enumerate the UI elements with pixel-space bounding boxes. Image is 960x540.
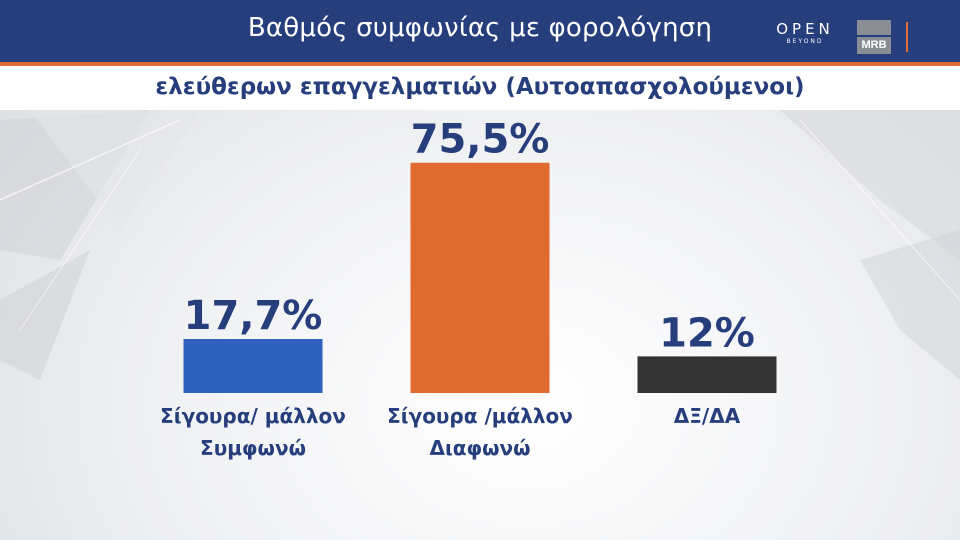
- chart-subtitle: ελεύθερων επαγγελματιών (Αυτοαπασχολούμε…: [155, 74, 805, 100]
- header-divider: [906, 22, 908, 52]
- value-label-1: 17,7%: [184, 293, 323, 339]
- mrb-logo-block: [857, 20, 891, 35]
- category-label-1-line-1: Σίγουρα/ μάλλον: [160, 404, 346, 428]
- category-label-2-line-2: Διαφωνώ: [429, 436, 530, 460]
- category-label-3-line-1: ΔΞ/ΔΑ: [674, 404, 741, 428]
- bar-2: [410, 162, 550, 393]
- category-label-2-line-1: Σίγουρα /μάλλον: [387, 404, 573, 428]
- header-bar: Βαθμός συμφωνίας με φορολόγηση OPEN BEYO…: [0, 0, 960, 62]
- brand-sub-text: BEYOND: [786, 38, 824, 45]
- brand-main-text: OPEN: [776, 20, 834, 38]
- mrb-logo-text: MRB: [857, 37, 891, 54]
- value-label-3: 12%: [659, 310, 755, 356]
- mrb-logo: MRB: [857, 20, 891, 54]
- value-label-2: 75,5%: [411, 117, 550, 163]
- open-beyond-logo: OPEN BEYOND: [772, 22, 838, 46]
- accent-rule: [0, 62, 960, 66]
- subtitle-band: ελεύθερων επαγγελματιών (Αυτοαπασχολούμε…: [0, 66, 960, 110]
- bar-3: [637, 356, 777, 393]
- category-label-1-line-2: Συμφωνώ: [200, 436, 306, 460]
- header-title: Βαθμός συμφωνίας με φορολόγηση: [247, 13, 713, 43]
- bar-1: [183, 339, 323, 393]
